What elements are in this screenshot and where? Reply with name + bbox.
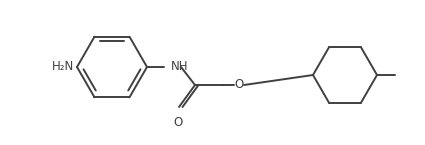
Text: NH: NH <box>171 60 189 74</box>
Text: O: O <box>234 78 244 91</box>
Text: H₂N: H₂N <box>52 60 74 74</box>
Text: O: O <box>173 116 183 129</box>
